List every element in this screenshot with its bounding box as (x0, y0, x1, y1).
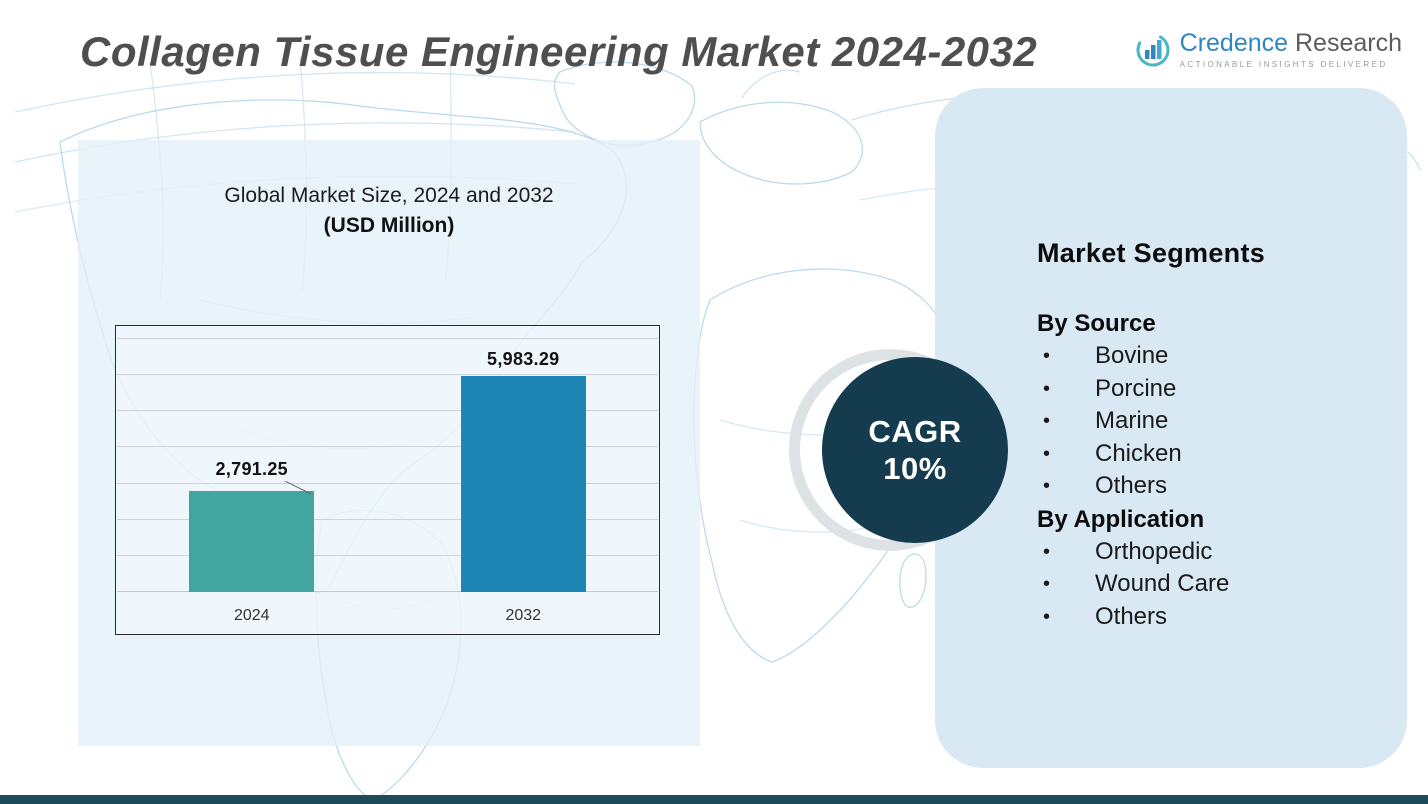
segment-item: Porcine (1037, 373, 1371, 406)
chart-subtitle: (USD Million) (323, 214, 455, 237)
segments-title: Market Segments (1037, 238, 1266, 268)
logo-brand-text: Credence Research (1180, 30, 1402, 57)
chart-gridline (117, 482, 658, 484)
footer-strip (0, 795, 1428, 804)
cagr-label: CAGR (868, 414, 962, 449)
bar-value-label-2024: 2,791.25 (215, 459, 288, 480)
bar-chart: 2,791.25 5,983.29 2024 2032 (115, 325, 660, 635)
page-title: Collagen Tissue Engineering Market 2024-… (80, 28, 1038, 75)
chart-gridline (117, 518, 658, 520)
chart-gridline (117, 338, 658, 339)
market-size-panel: Global Market Size, 2024 and 2032 (USD M… (78, 140, 700, 746)
segment-item: Chicken (1037, 438, 1371, 471)
chart-gridline (117, 446, 658, 448)
bar-2032 (460, 375, 586, 592)
logo-tagline: ACTIONABLE INSIGHTS DELIVERED (1179, 60, 1388, 69)
segment-list-application: Orthopedic Wound Care Others (1037, 536, 1371, 634)
segment-item: Wound Care (1037, 568, 1371, 601)
cagr-badge: CAGR 10% (822, 357, 1008, 543)
logo-bars-icon (1136, 33, 1170, 67)
segment-group-heading-application: By Application (1037, 505, 1205, 533)
segment-item: Bovine (1037, 340, 1371, 373)
chart-baseline (117, 591, 658, 592)
logo-brand-primary: Credence (1179, 29, 1289, 57)
category-axis: 2024 2032 (116, 607, 659, 625)
segment-item: Others (1037, 470, 1371, 503)
chart-gridline (117, 554, 658, 556)
category-label-2032: 2032 (505, 607, 542, 624)
chart-title: Global Market Size, 2024 and 2032 (224, 184, 554, 207)
logo-brand-secondary: Research (1295, 29, 1402, 57)
bar-value-label-2032: 5,983.29 (487, 348, 560, 369)
chart-gridline (117, 410, 658, 412)
market-segments-panel: Market Segments By Source Bovine Porcine… (935, 88, 1407, 768)
segment-item: Marine (1037, 405, 1371, 438)
credence-research-logo: Credence Research ACTIONABLE INSIGHTS DE… (1133, 30, 1402, 70)
segment-item: Orthopedic (1037, 536, 1371, 569)
bar-group-2032: 5,983.29 (388, 349, 660, 592)
segment-group-heading-source: By Source (1037, 310, 1156, 337)
category-label-2024: 2024 (233, 607, 270, 624)
bar-group-2024: 2,791.25 (116, 349, 388, 592)
segment-item: Others (1037, 601, 1371, 634)
bars-row: 2,791.25 5,983.29 (116, 349, 659, 592)
chart-gridline (117, 374, 658, 376)
segment-list-source: Bovine Porcine Marine Chicken Others (1037, 340, 1371, 503)
cagr-value: 10% (883, 451, 947, 486)
bar-2024 (189, 491, 315, 592)
